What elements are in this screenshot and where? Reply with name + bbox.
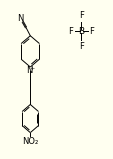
Text: F: F <box>89 27 94 36</box>
Text: B: B <box>78 27 84 36</box>
Text: F: F <box>78 42 83 52</box>
Text: F: F <box>78 11 83 20</box>
Text: N: N <box>26 66 32 75</box>
Text: +: + <box>29 66 35 71</box>
Text: F: F <box>68 27 73 36</box>
Text: N: N <box>17 14 24 23</box>
Text: NO₂: NO₂ <box>22 137 38 146</box>
